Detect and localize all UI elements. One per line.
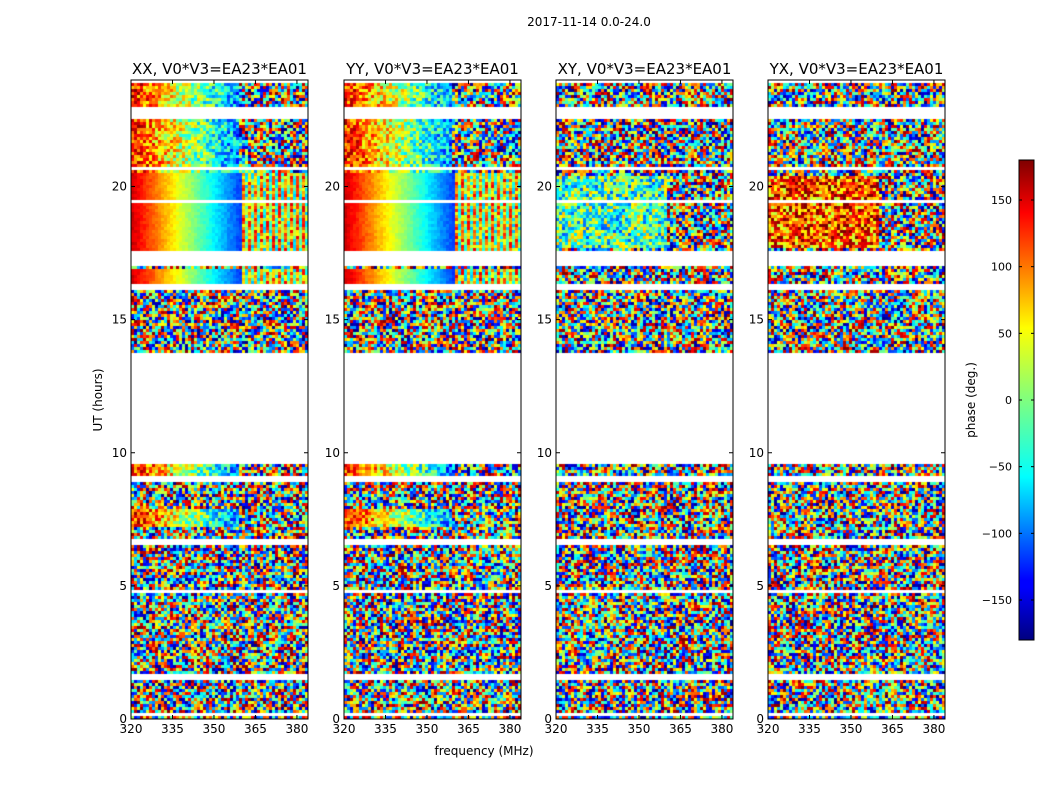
panel-frame bbox=[767, 79, 946, 720]
panel-frame bbox=[555, 79, 734, 720]
colorbar-tick-label: −100 bbox=[982, 527, 1012, 540]
figure-suptitle: 2017-11-14 0.0-24.0 bbox=[527, 15, 651, 29]
y-tick-label: 20 bbox=[749, 180, 764, 194]
panels-group: XX, V0*V3=EA23*EA01 320 335 350 365 380 0 5 10 15… bbox=[112, 60, 946, 736]
x-tick-label: 320 bbox=[333, 722, 356, 736]
x-tick-label: 365 bbox=[881, 722, 904, 736]
x-tick-label: 320 bbox=[545, 722, 568, 736]
x-tick-label: 335 bbox=[161, 722, 184, 736]
x-tick-label: 335 bbox=[374, 722, 397, 736]
heatmap-yx bbox=[768, 80, 945, 719]
panel-frame bbox=[343, 79, 522, 720]
colorbar: 150 100 50 0 −50 −100 −150 phase (deg.) bbox=[964, 159, 1035, 641]
y-tick-label: 15 bbox=[537, 313, 552, 327]
y-tick-label: 20 bbox=[112, 180, 127, 194]
y-axis-label: UT (hours) bbox=[91, 368, 105, 431]
x-tick-label: 335 bbox=[798, 722, 821, 736]
x-tick-label: 380 bbox=[710, 722, 733, 736]
y-tick-label: 15 bbox=[749, 313, 764, 327]
x-tick-label: 365 bbox=[669, 722, 692, 736]
y-tick-label: 5 bbox=[119, 579, 127, 593]
heatmap-xy bbox=[556, 80, 733, 719]
heatmap-xx bbox=[131, 80, 308, 719]
x-tick-label: 335 bbox=[586, 722, 609, 736]
colorbar-tick-label: 50 bbox=[998, 327, 1012, 340]
y-tick-label: 0 bbox=[544, 712, 552, 726]
colorbar-tick-label: 0 bbox=[1005, 394, 1012, 407]
x-tick-label: 380 bbox=[285, 722, 308, 736]
y-tick-label: 15 bbox=[325, 313, 340, 327]
y-tick-label: 10 bbox=[537, 446, 552, 460]
x-tick-label: 320 bbox=[120, 722, 143, 736]
y-tick-label: 5 bbox=[332, 579, 340, 593]
panel-frame bbox=[130, 79, 309, 720]
y-tick-label: 0 bbox=[119, 712, 127, 726]
y-tick-label: 10 bbox=[749, 446, 764, 460]
x-tick-label: 320 bbox=[757, 722, 780, 736]
x-tick-label: 350 bbox=[203, 722, 226, 736]
y-tick-label: 0 bbox=[332, 712, 340, 726]
panel-yy: YY, V0*V3=EA23*EA01 320 335 350 365 380 0 5 10 15… bbox=[325, 60, 522, 736]
x-tick-label: 350 bbox=[628, 722, 651, 736]
heatmap-yy bbox=[344, 80, 521, 719]
colorbar-tick-label: 100 bbox=[991, 261, 1012, 274]
colorbar-label: phase (deg.) bbox=[964, 362, 978, 438]
colorbar-tick-label: −50 bbox=[989, 461, 1012, 474]
x-tick-label: 350 bbox=[416, 722, 439, 736]
x-tick-label: 380 bbox=[498, 722, 521, 736]
y-tick-label: 10 bbox=[325, 446, 340, 460]
x-axis-label: frequency (MHz) bbox=[434, 744, 533, 758]
panel-title: XY, V0*V3=EA23*EA01 bbox=[558, 60, 732, 78]
colorbar-tick-label: −150 bbox=[982, 594, 1012, 607]
colorbar-tick-label: 150 bbox=[991, 194, 1012, 207]
y-tick-label: 5 bbox=[544, 579, 552, 593]
panel-yx: YX, V0*V3=EA23*EA01 320 335 350 365 380 0 5 10 15… bbox=[749, 60, 946, 736]
y-tick-label: 0 bbox=[756, 712, 764, 726]
x-tick-label: 365 bbox=[244, 722, 267, 736]
x-tick-label: 365 bbox=[457, 722, 480, 736]
y-tick-label: 5 bbox=[756, 579, 764, 593]
x-tick-label: 350 bbox=[840, 722, 863, 736]
x-tick-label: 380 bbox=[922, 722, 945, 736]
panel-title: YY, V0*V3=EA23*EA01 bbox=[345, 60, 519, 78]
panel-xy: XY, V0*V3=EA23*EA01 320 335 350 365 380 0 5 10 15… bbox=[537, 60, 734, 736]
y-tick-label: 15 bbox=[112, 313, 127, 327]
panel-title: XX, V0*V3=EA23*EA01 bbox=[132, 60, 307, 78]
colorbar-ticks: 150 100 50 0 −50 −100 −150 bbox=[982, 194, 1034, 607]
panel-title: YX, V0*V3=EA23*EA01 bbox=[769, 60, 944, 78]
y-tick-label: 20 bbox=[537, 180, 552, 194]
panel-xx: XX, V0*V3=EA23*EA01 320 335 350 365 380 0 5 10 15… bbox=[112, 60, 309, 736]
y-tick-label: 20 bbox=[325, 180, 340, 194]
y-tick-label: 10 bbox=[112, 446, 127, 460]
